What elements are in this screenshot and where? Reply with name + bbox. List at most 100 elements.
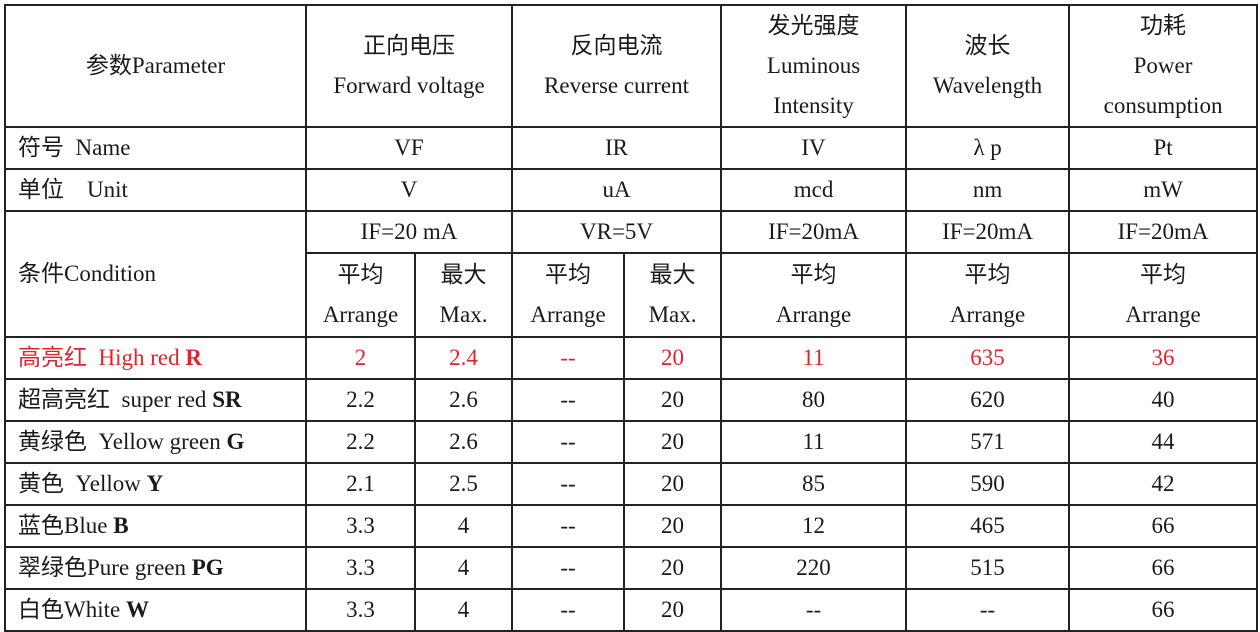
cell-vf-avg: 2 <box>305 336 416 380</box>
cell-vf-max: 2.4 <box>413 336 514 380</box>
cell-vf-max: 4 <box>413 588 514 632</box>
row-name: 蓝色Blue B <box>4 504 307 548</box>
row-name-text: 黄绿色 Yellow green <box>18 429 227 454</box>
cell-ir-avg: -- <box>511 378 626 422</box>
row-name-text: 黄色 Yellow <box>18 471 147 496</box>
row-name: 白色White W <box>4 588 307 632</box>
cell-wl: 465 <box>905 504 1071 548</box>
cell-pw: 40 <box>1068 378 1259 422</box>
condition-vf: IF=20 mA <box>304 210 514 254</box>
sub-pw-avg: 平均 Arrange <box>1068 252 1259 338</box>
row-name: 黄色 Yellow Y <box>4 462 307 506</box>
row-name-text: 高亮红 High red <box>18 345 186 370</box>
header-luminous-intensity: 发光强度 Luminous Intensity <box>720 4 908 128</box>
avg-en: Arrange <box>775 302 852 327</box>
cell-ir-max: 20 <box>623 546 723 590</box>
header-reverse-current-cn: 反向电流 <box>570 33 663 58</box>
sub-wl-avg: 平均 Arrange <box>905 252 1071 338</box>
name-vf: VF <box>304 126 514 170</box>
cell-vf-avg: 3.3 <box>305 546 416 590</box>
row-name-text: 翠绿色Pure green <box>18 555 192 580</box>
name-iv: IV <box>720 126 908 170</box>
cell-ir-max: 20 <box>623 504 723 548</box>
header-reverse-current-en: Reverse current <box>544 73 689 98</box>
cell-vf-avg: 3.3 <box>305 588 416 632</box>
cell-vf-max: 2.6 <box>413 420 514 464</box>
row-code: R <box>185 345 202 370</box>
row-code: B <box>113 513 129 538</box>
row-name-text: 白色White <box>18 597 126 622</box>
unit-row-label: 单位 Unit <box>4 168 307 212</box>
cell-vf-max: 2.6 <box>413 378 514 422</box>
row-name-text: 超高亮红 super red <box>18 387 213 412</box>
header-row: 参数Parameter 正向电压 Forward voltage 反向电流 Re… <box>4 4 1259 128</box>
cell-iv: 11 <box>720 336 908 380</box>
avg-en: Arrange <box>322 302 399 327</box>
cell-ir-max: 20 <box>623 420 723 464</box>
avg-cn: 平均 <box>337 262 384 287</box>
avg-en: Arrange <box>949 302 1026 327</box>
table-row-super-red: 超高亮红 super red SR 2.2 2.6 -- 20 80 620 4… <box>4 378 1259 422</box>
subheader-row: 平均 Arrange 最大 Max. 平均 Arrange 最大 Max. 平均… <box>5 252 1259 338</box>
row-code: SR <box>212 387 242 412</box>
cell-iv: 85 <box>720 462 908 506</box>
name-wl: λ p <box>905 126 1071 170</box>
cell-ir-max: 20 <box>623 462 723 506</box>
cell-ir-max: 20 <box>623 336 723 380</box>
cell-wl: -- <box>905 588 1071 632</box>
unit-pw: mW <box>1068 168 1259 212</box>
table-row-pure-green: 翠绿色Pure green PG 3.3 4 -- 20 220 515 66 <box>4 546 1259 590</box>
condition-label: 条件Condition <box>4 210 307 338</box>
condition-ir: VR=5V <box>511 210 723 254</box>
header-forward-voltage-cn: 正向电压 <box>363 33 455 58</box>
row-name: 黄绿色 Yellow green G <box>4 420 307 464</box>
sub-vf-avg: 平均 Arrange <box>305 252 416 338</box>
name-pw: Pt <box>1068 126 1259 170</box>
cell-ir-avg: -- <box>511 588 626 632</box>
cell-wl: 515 <box>905 546 1071 590</box>
name-row: 符号 Name VF IR IV λ p Pt <box>4 126 1259 170</box>
table-row-high-red: 高亮红 High red R 2 2.4 -- 20 11 635 36 <box>4 336 1259 380</box>
row-code: Y <box>146 471 164 496</box>
condition-row: 条件Condition IF=20 mA VR=5V IF=20mA IF=20… <box>4 210 1259 338</box>
unit-row: 单位 Unit V uA mcd nm mW <box>4 168 1259 212</box>
avg-cn: 平均 <box>964 262 1011 287</box>
avg-en: Arrange <box>1125 302 1201 327</box>
max-cn: 最大 <box>649 262 696 287</box>
cell-ir-avg: -- <box>511 420 626 464</box>
row-code: G <box>226 429 245 454</box>
cell-ir-max: 20 <box>623 378 723 422</box>
sub-ir-max: 最大 Max. <box>623 252 723 338</box>
cell-pw: 66 <box>1068 504 1259 548</box>
header-power-en-1: Power <box>1133 53 1193 78</box>
unit-ir: uA <box>511 168 723 212</box>
name-ir: IR <box>511 126 723 170</box>
sub-ir-avg: 平均 Arrange <box>511 252 626 338</box>
header-wavelength-cn: 波长 <box>964 33 1011 58</box>
cell-wl: 635 <box>905 336 1071 380</box>
cell-ir-avg: -- <box>511 462 626 506</box>
cell-vf-max: 2.5 <box>413 462 514 506</box>
cell-vf-avg: 3.3 <box>305 504 416 548</box>
row-code: W <box>125 597 149 622</box>
cell-ir-max: 20 <box>623 588 723 632</box>
name-row-label: 符号 Name <box>4 126 307 170</box>
table-row-yellow-green: 黄绿色 Yellow green G 2.2 2.6 -- 20 11 571 … <box>4 420 1259 464</box>
cell-pw: 44 <box>1068 420 1259 464</box>
condition-wl: IF=20mA <box>905 210 1071 254</box>
cell-iv: -- <box>720 588 908 632</box>
max-en: Max. <box>648 302 697 327</box>
cell-vf-avg: 2.1 <box>305 462 416 506</box>
cell-iv: 12 <box>720 504 908 548</box>
header-luminous-cn: 发光强度 <box>767 13 860 38</box>
cell-wl: 620 <box>905 378 1071 422</box>
header-forward-voltage-en: Forward voltage <box>333 73 485 98</box>
header-wavelength: 波长 Wavelength <box>905 4 1071 128</box>
table-row-white: 白色White W 3.3 4 -- 20 -- -- 66 <box>4 588 1259 632</box>
led-spec-table: 参数Parameter 正向电压 Forward voltage 反向电流 Re… <box>4 4 1259 632</box>
cell-pw: 42 <box>1068 462 1259 506</box>
avg-cn: 平均 <box>790 262 837 287</box>
cell-ir-avg: -- <box>511 336 626 380</box>
cell-iv: 11 <box>720 420 908 464</box>
cell-vf-max: 4 <box>413 504 514 548</box>
